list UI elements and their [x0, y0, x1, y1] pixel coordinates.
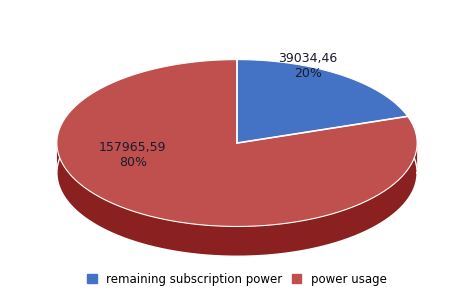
Legend: remaining subscription power, power usage: remaining subscription power, power usag…: [84, 269, 390, 289]
Polygon shape: [237, 60, 408, 143]
Text: 157965,59
80%: 157965,59 80%: [99, 141, 166, 169]
Polygon shape: [57, 143, 417, 256]
Polygon shape: [57, 60, 417, 226]
Text: 39034,46
20%: 39034,46 20%: [279, 52, 337, 80]
